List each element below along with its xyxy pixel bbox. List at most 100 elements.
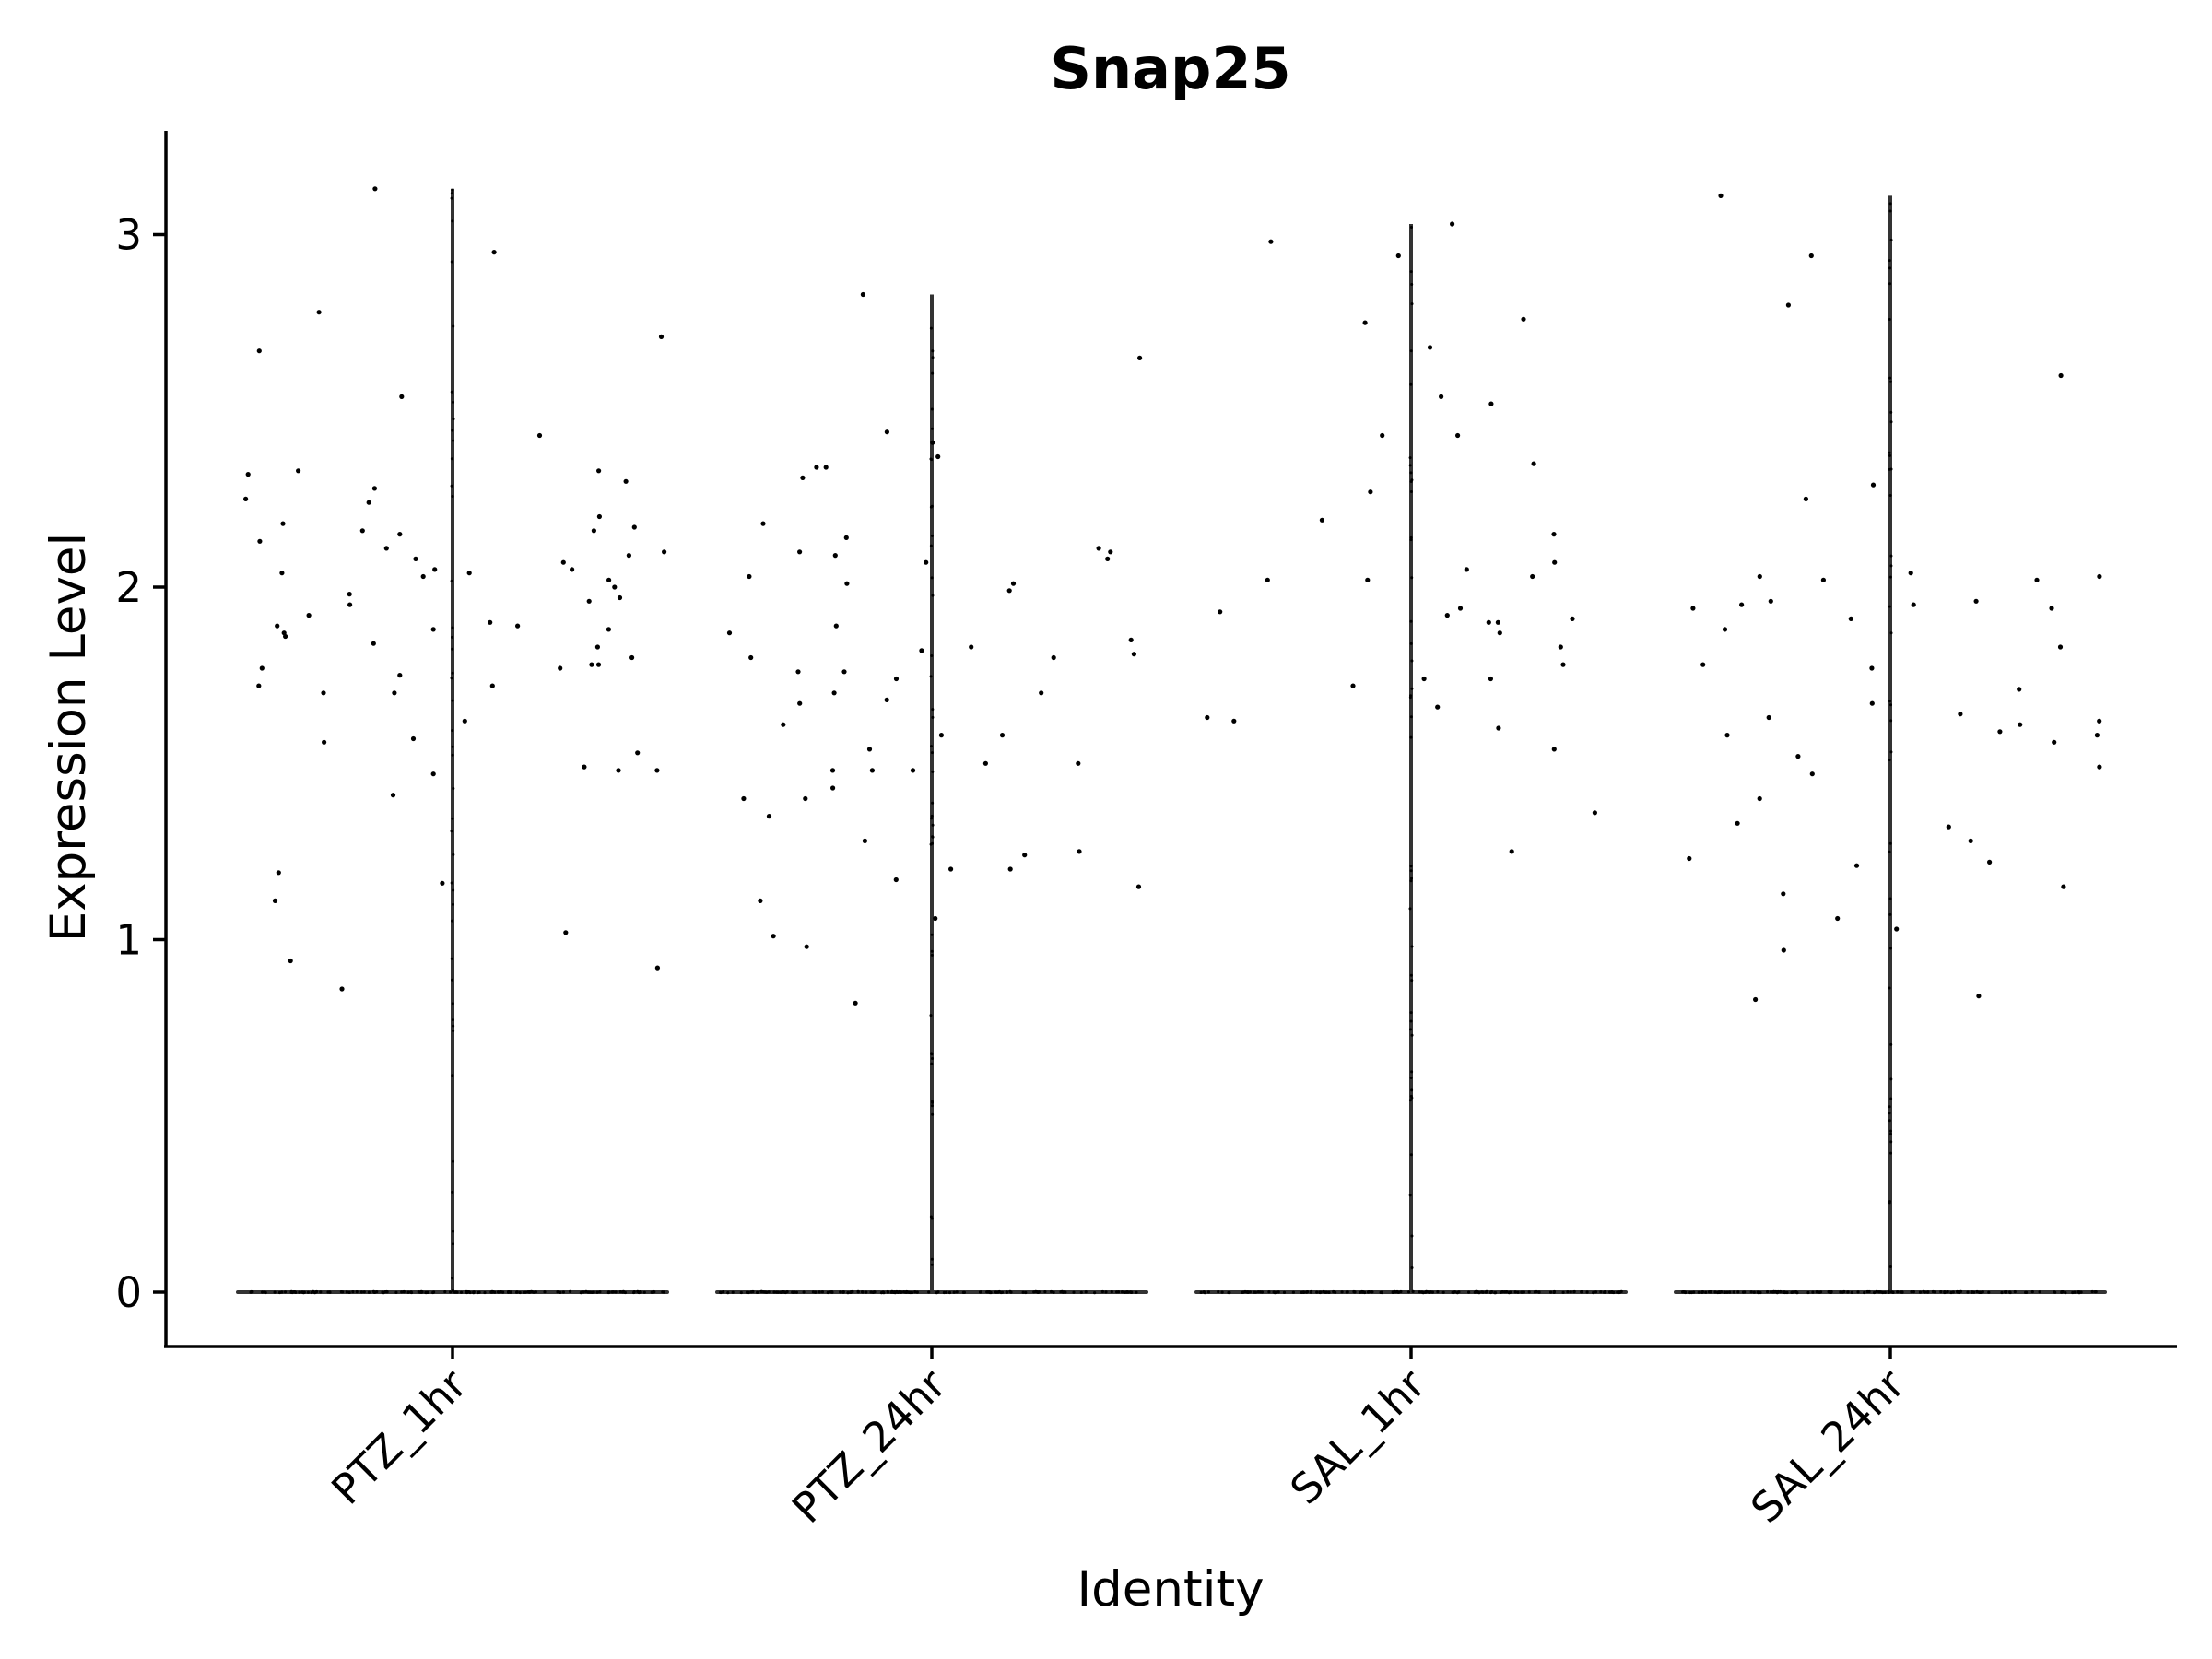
zero-point	[1806, 1290, 1810, 1295]
zero-point	[1424, 1290, 1428, 1294]
data-point	[830, 768, 836, 773]
zero-point	[719, 1290, 723, 1294]
zero-point	[532, 1290, 535, 1294]
zero-point	[1411, 1289, 1415, 1293]
zero-point	[1310, 1289, 1313, 1294]
violin-group-sal-24hr	[1674, 193, 2107, 1295]
spine-point	[1409, 535, 1413, 539]
zero-point	[409, 1290, 414, 1295]
spine-point	[1410, 1088, 1414, 1092]
data-point	[420, 573, 426, 580]
zero-point	[1707, 1290, 1712, 1294]
zero-point	[979, 1290, 982, 1294]
data-point	[1128, 637, 1134, 643]
data-point	[1135, 884, 1142, 889]
zero-point	[1049, 1289, 1053, 1294]
zero-point	[1883, 1290, 1887, 1294]
zero-point	[802, 1290, 806, 1294]
zero-point	[1125, 1290, 1129, 1294]
spine-point	[929, 505, 933, 509]
zero-point	[2053, 1290, 2056, 1294]
data-point	[1450, 221, 1455, 227]
spine-point	[452, 787, 455, 790]
data-point	[658, 334, 665, 339]
zero-point	[850, 1290, 853, 1294]
spine-point	[930, 1263, 934, 1266]
zero-point	[1428, 1290, 1431, 1294]
spine-point	[1888, 494, 1892, 497]
spine-point	[1888, 376, 1892, 380]
data-point	[1205, 714, 1210, 721]
zero-point	[277, 1290, 282, 1295]
data-point	[1724, 733, 1730, 738]
spine-point	[1888, 1132, 1892, 1135]
zero-point	[829, 1290, 833, 1294]
zero-point	[2030, 1290, 2034, 1294]
zero-point	[2071, 1290, 2075, 1295]
zero-point	[1370, 1290, 1373, 1294]
data-point	[606, 577, 612, 583]
spine-point	[1409, 879, 1413, 883]
spine-point	[452, 400, 454, 404]
data-point	[1380, 432, 1385, 439]
spine-point	[1409, 715, 1413, 719]
zero-point	[1978, 1290, 1982, 1294]
zero-point	[314, 1290, 318, 1294]
zero-point	[785, 1290, 789, 1294]
zero-point	[1585, 1290, 1589, 1294]
data-point	[2034, 577, 2040, 583]
zero-point	[526, 1290, 530, 1294]
data-point	[1007, 866, 1013, 872]
zero-point	[1455, 1291, 1459, 1295]
zero-point	[1552, 1290, 1556, 1294]
data-point	[869, 768, 876, 773]
data-point	[1131, 652, 1136, 657]
spine-point	[1409, 490, 1413, 493]
data-point	[1592, 810, 1597, 816]
data-point	[1808, 253, 1814, 259]
data-point	[654, 965, 661, 971]
y-tick-label-1: 1	[115, 916, 142, 965]
zero-point	[1772, 1290, 1776, 1294]
spine-point	[452, 902, 454, 906]
zero-point	[606, 1290, 611, 1294]
spine-point	[1409, 1094, 1413, 1098]
zero-point	[1681, 1290, 1685, 1294]
zero-point	[1790, 1290, 1794, 1294]
zero-point	[1549, 1290, 1553, 1294]
spine-point	[450, 260, 453, 264]
spine-point	[1889, 1151, 1892, 1155]
zero-point	[936, 1290, 940, 1294]
data-point	[804, 944, 809, 949]
spine-point	[451, 635, 453, 639]
data-point	[930, 440, 935, 445]
zero-point	[293, 1290, 297, 1294]
zero-point	[1199, 1290, 1203, 1294]
spine-point	[1888, 575, 1892, 579]
data-point	[843, 535, 849, 541]
data-point	[999, 733, 1006, 738]
spine-point	[1410, 877, 1413, 880]
zero-point	[1220, 1290, 1224, 1294]
data-point	[596, 513, 603, 520]
data-point	[430, 627, 436, 632]
data-point	[1718, 193, 1724, 198]
data-point	[339, 986, 345, 992]
zero-point	[1100, 1289, 1104, 1294]
spine-point	[1889, 1042, 1893, 1046]
spine-point	[930, 745, 933, 748]
spine-point	[450, 196, 453, 200]
zero-point	[2005, 1290, 2008, 1294]
zero-point	[522, 1290, 526, 1294]
data-point	[383, 546, 389, 551]
data-point	[617, 594, 623, 601]
data-point	[288, 958, 293, 964]
spine-point	[931, 356, 935, 359]
data-point	[1687, 855, 1692, 862]
zero-point	[1912, 1290, 1915, 1294]
data-point	[1231, 718, 1237, 724]
zero-point	[381, 1290, 384, 1294]
spine-point	[1889, 467, 1893, 471]
zero-point	[2024, 1290, 2028, 1294]
data-point	[1455, 432, 1461, 439]
